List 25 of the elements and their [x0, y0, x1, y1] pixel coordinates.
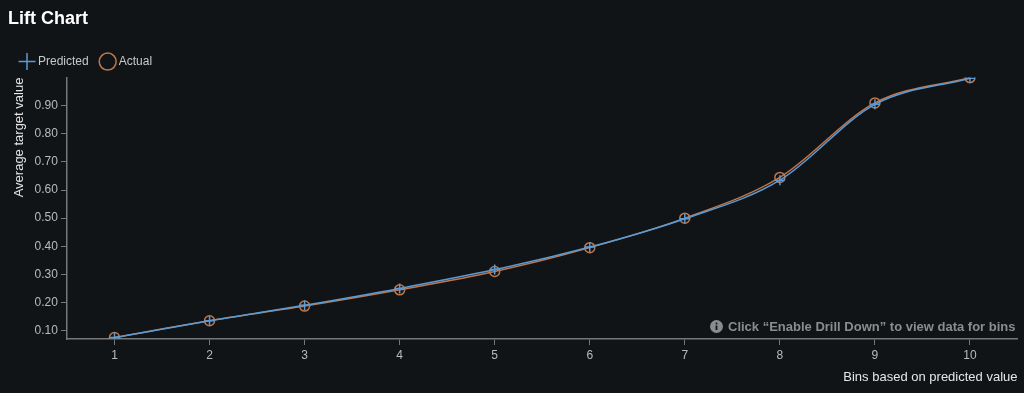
x-tick-label: 2 [206, 347, 214, 362]
y-tick-label: 0.90 [34, 98, 59, 113]
y-tick-label: 0.70 [34, 154, 59, 169]
annotation: Click “Enable Drill Down” to view data for bins [728, 319, 1016, 334]
x-tick-label: 9 [871, 347, 879, 362]
y-tick-label: 0.50 [34, 210, 59, 225]
x-tick-label: 5 [491, 347, 499, 362]
y-tick-label: 0.30 [34, 266, 59, 281]
x-tick-label: 1 [111, 347, 119, 362]
y-tick-label: 0.40 [34, 238, 59, 253]
y-tick-label: 0.80 [34, 126, 59, 141]
x-tick-label: 8 [776, 347, 784, 362]
legend-label: Actual [118, 53, 153, 68]
x-tick-label: 3 [301, 347, 309, 362]
legend-label: Predicted [38, 53, 89, 68]
y-axis-title: Average target value [11, 77, 27, 198]
x-tick-label: 4 [396, 347, 404, 362]
y-tick-label: 0.10 [34, 322, 59, 337]
x-tick-label: 7 [681, 347, 689, 362]
y-tick-label: 0.20 [34, 294, 59, 309]
chart-title: Lift Chart [8, 7, 88, 28]
y-tick-label: 0.60 [34, 182, 59, 197]
x-tick-label: 10 [963, 347, 977, 362]
x-tick-label: 6 [586, 347, 594, 362]
x-axis-title: Bins based on predicted value [843, 368, 1018, 384]
